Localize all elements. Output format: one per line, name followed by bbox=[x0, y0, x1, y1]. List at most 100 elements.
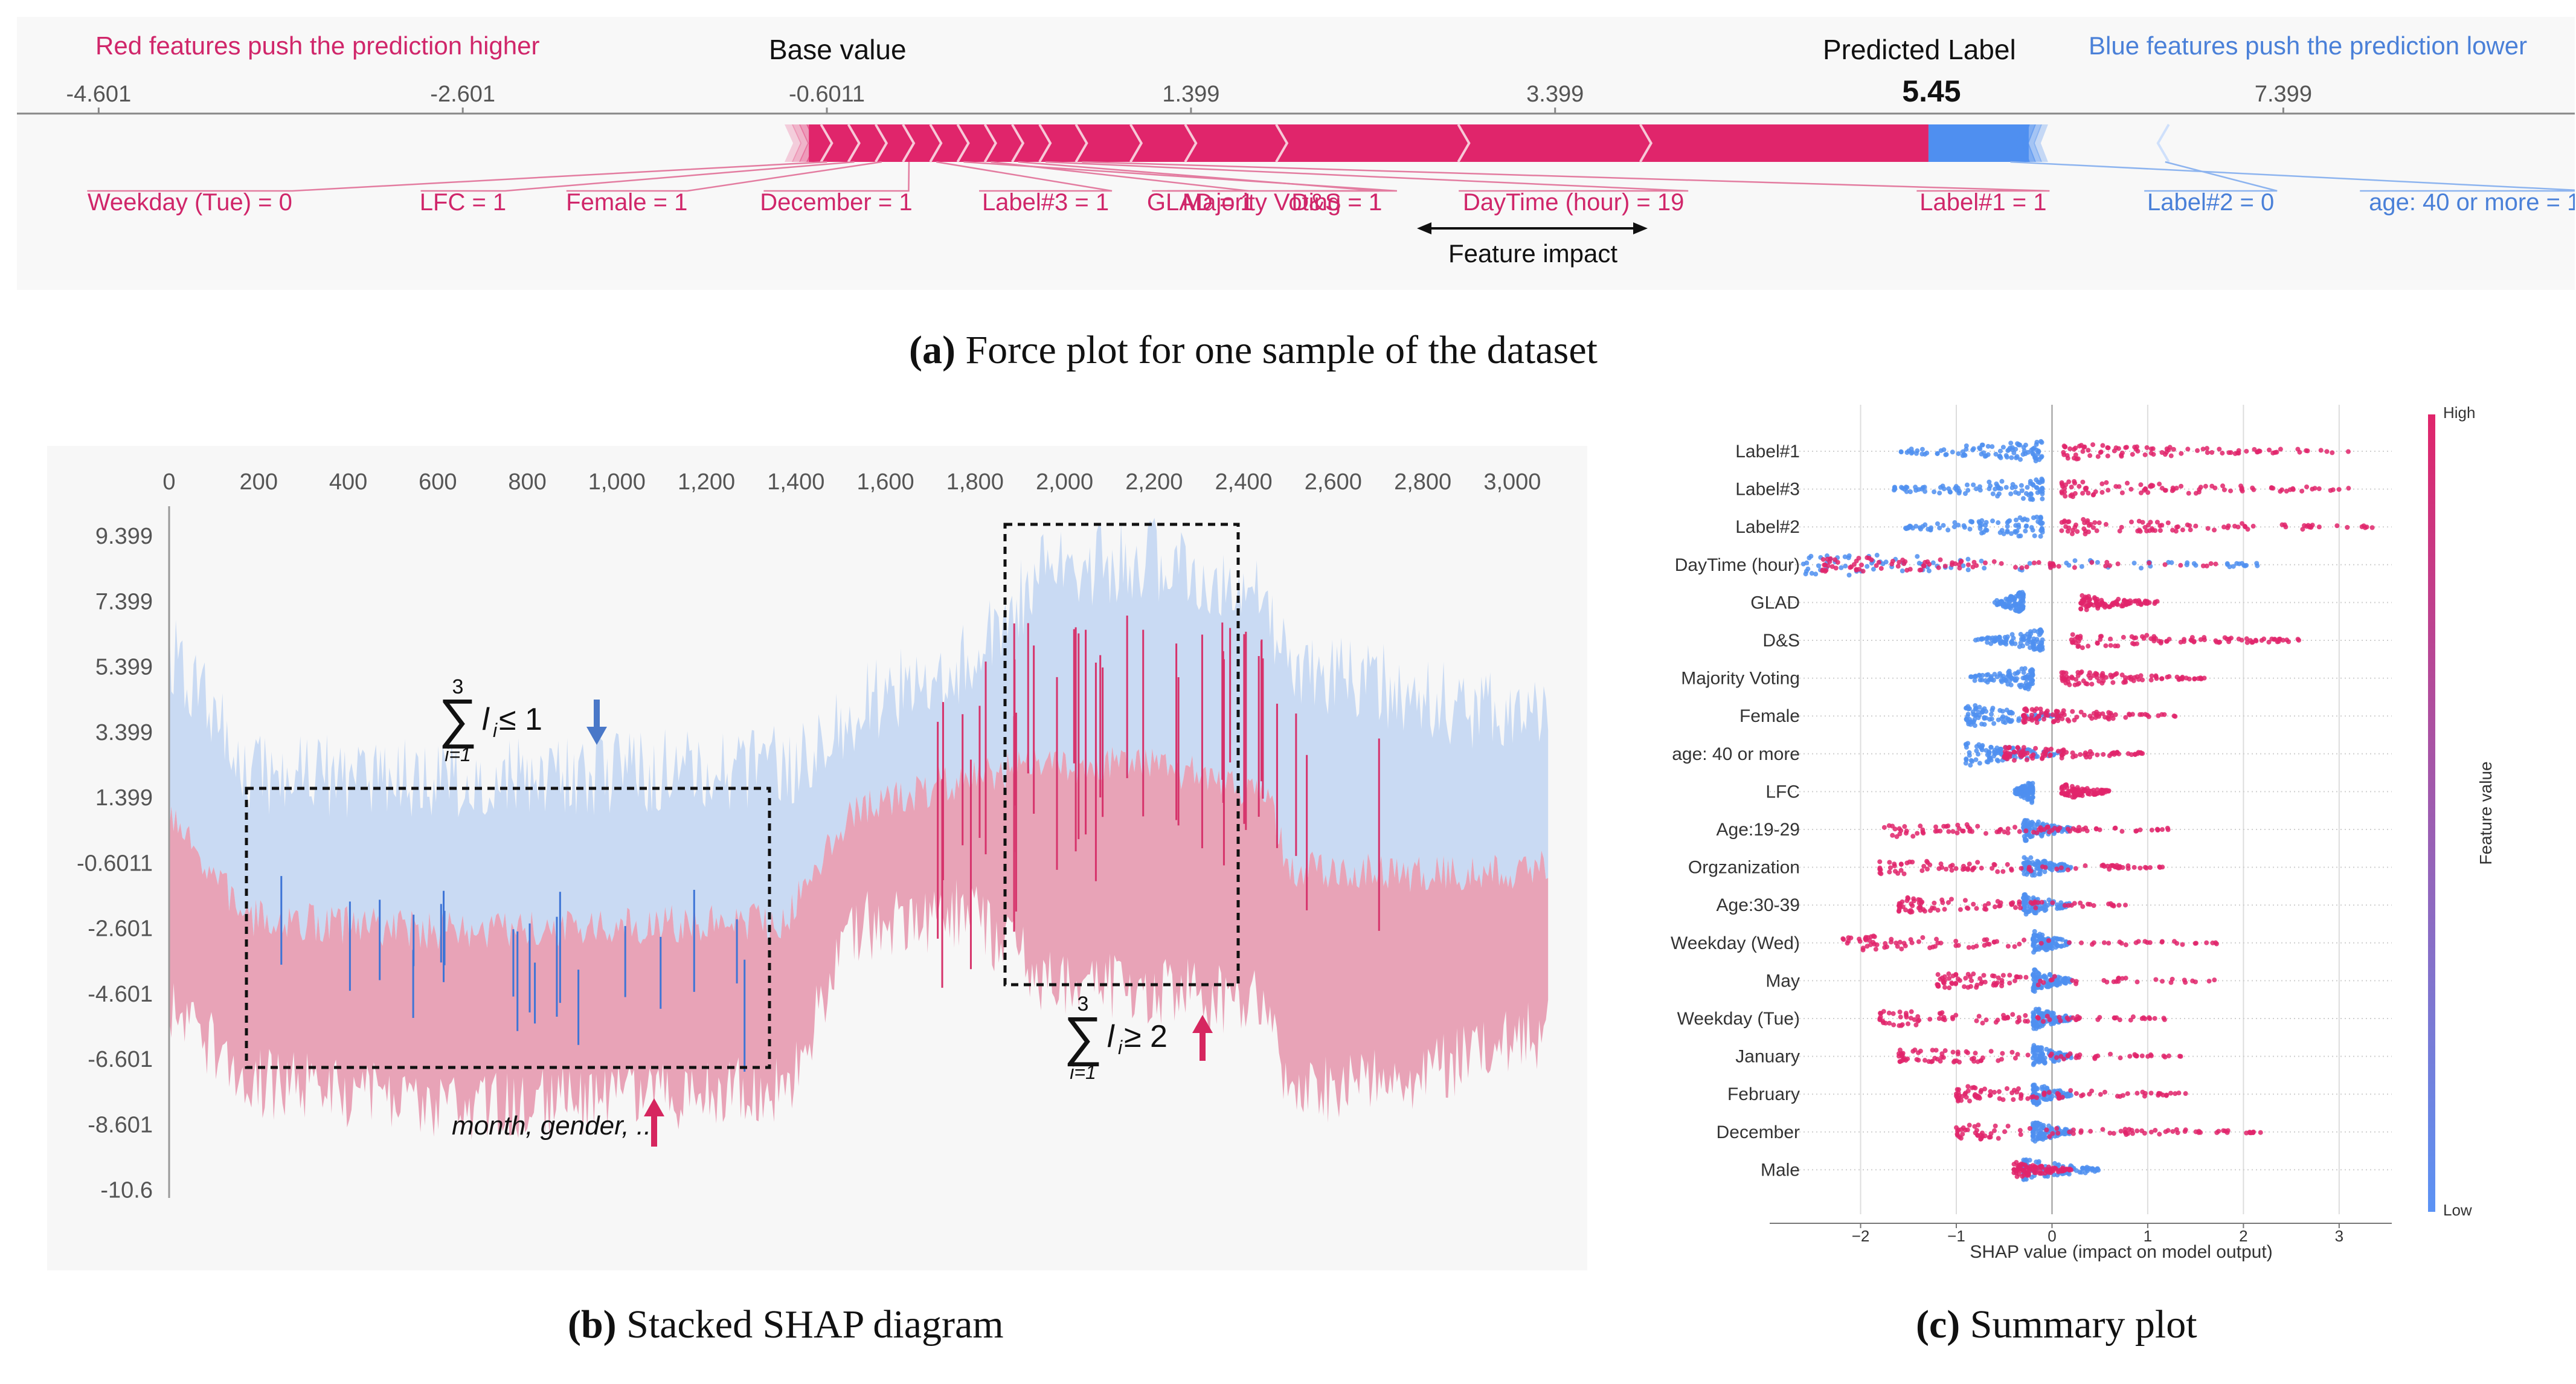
shap-point bbox=[1953, 939, 1959, 944]
sum-top-2: 3 bbox=[1078, 993, 1089, 1015]
shap-point bbox=[2016, 442, 2022, 448]
shap-point bbox=[2100, 1127, 2105, 1132]
shap-point bbox=[1979, 522, 1985, 527]
shap-point bbox=[2361, 523, 2366, 529]
shap-point bbox=[1843, 564, 1848, 569]
shap-point bbox=[1972, 1124, 1977, 1129]
shap-point bbox=[2250, 524, 2256, 529]
shap-point bbox=[2005, 674, 2010, 680]
caption-c-tag: (c) bbox=[1916, 1302, 1961, 1347]
shap-point bbox=[2148, 451, 2154, 456]
shap-point bbox=[1965, 567, 1971, 573]
force-blue-tail bbox=[2027, 124, 2042, 162]
shap-point bbox=[2053, 1166, 2058, 1171]
shap-point bbox=[1968, 758, 1974, 763]
shap-point bbox=[2029, 707, 2035, 712]
shap-point bbox=[1950, 973, 1956, 979]
shap-point bbox=[2059, 674, 2064, 679]
shap-point bbox=[2092, 520, 2098, 526]
shap-point bbox=[2108, 1051, 2113, 1057]
caption-c: (c) Summary plot bbox=[1916, 1302, 2197, 1348]
shap-point bbox=[2290, 486, 2296, 491]
shap-point bbox=[2162, 1017, 2167, 1022]
shap-point bbox=[2279, 522, 2285, 527]
shap-point bbox=[2123, 903, 2128, 908]
shap-point bbox=[2070, 755, 2076, 760]
shap-point bbox=[1996, 491, 2002, 497]
shap-point bbox=[1908, 937, 1913, 942]
shap-point bbox=[2067, 940, 2072, 945]
shap-point bbox=[1898, 484, 1904, 490]
shap-point bbox=[2111, 1131, 2116, 1136]
shap-point bbox=[1953, 484, 1959, 489]
force-red-label: D&S = 1 bbox=[1291, 189, 1382, 216]
shap-point bbox=[1997, 454, 2002, 459]
shap-point bbox=[2024, 708, 2029, 713]
shap-point bbox=[1878, 565, 1884, 571]
shap-point bbox=[1900, 1022, 1905, 1028]
caption-a-text: Force plot for one sample of the dataset bbox=[955, 328, 1598, 372]
shap-point bbox=[2005, 826, 2011, 831]
shap-point bbox=[2122, 1127, 2128, 1132]
force-red-segment bbox=[875, 123, 888, 163]
shap-point bbox=[2125, 866, 2131, 871]
shap-point bbox=[2034, 716, 2039, 721]
shap-point bbox=[2034, 933, 2040, 938]
shap-point bbox=[2052, 1058, 2057, 1064]
shap-point bbox=[2019, 1092, 2024, 1097]
shap-point bbox=[2004, 636, 2009, 642]
shap-point bbox=[2140, 677, 2145, 683]
shap-point bbox=[2006, 447, 2011, 452]
shap-point bbox=[1936, 1016, 1942, 1022]
force-tick-label: -2.601 bbox=[430, 82, 495, 107]
shap-point bbox=[2017, 590, 2022, 596]
shap-point bbox=[2316, 524, 2322, 530]
force-label-connector bbox=[420, 161, 855, 192]
shap-point bbox=[1970, 519, 1975, 524]
shap-point bbox=[2169, 560, 2174, 565]
shap-point bbox=[2097, 1015, 2102, 1020]
shap-point bbox=[2077, 681, 2082, 686]
shap-point bbox=[2030, 1123, 2035, 1128]
shap-point bbox=[1907, 489, 1913, 495]
shap-point bbox=[1886, 1010, 1892, 1015]
shap-point bbox=[2040, 1019, 2046, 1024]
shap-point bbox=[2079, 1170, 2084, 1175]
shap-point bbox=[2049, 946, 2055, 951]
cond-rel-1: ≤ 1 bbox=[499, 702, 542, 737]
shap-point bbox=[1966, 945, 1971, 950]
shap-point bbox=[2083, 531, 2088, 536]
shap-point bbox=[1916, 1050, 1921, 1055]
shap-point bbox=[2229, 636, 2234, 641]
shap-point bbox=[2138, 827, 2143, 832]
shap-point bbox=[2070, 632, 2075, 637]
shap-point bbox=[2104, 559, 2110, 565]
shap-point bbox=[2014, 974, 2019, 979]
shap-point bbox=[1990, 706, 1996, 711]
shap-point bbox=[1976, 1122, 1981, 1128]
shap-point bbox=[2029, 716, 2034, 721]
shap-point bbox=[2107, 1130, 2113, 1136]
shap-point bbox=[2025, 1096, 2031, 1101]
shap-point bbox=[2062, 444, 2067, 449]
shap-point bbox=[2026, 684, 2032, 689]
shap-point bbox=[2000, 709, 2005, 714]
shap-point bbox=[1974, 1018, 1979, 1023]
shap-point bbox=[2014, 454, 2020, 459]
shap-point bbox=[2168, 453, 2174, 459]
stack-y-tick-label: 7.399 bbox=[95, 589, 153, 614]
shap-point bbox=[2000, 1097, 2006, 1102]
shap-point bbox=[2116, 484, 2122, 489]
shap-point bbox=[2188, 527, 2193, 533]
force-tick-label: 1.399 bbox=[1162, 82, 1219, 107]
shap-point bbox=[2117, 1017, 2122, 1023]
shap-point bbox=[2255, 449, 2261, 455]
shap-point bbox=[1887, 860, 1892, 865]
shap-point bbox=[2011, 1087, 2017, 1093]
shap-point bbox=[2250, 485, 2255, 491]
shap-point bbox=[1804, 560, 1810, 565]
shap-point bbox=[2189, 635, 2195, 640]
shap-point bbox=[2022, 666, 2028, 671]
shap-point bbox=[2079, 940, 2084, 945]
shap-point bbox=[2096, 520, 2102, 526]
